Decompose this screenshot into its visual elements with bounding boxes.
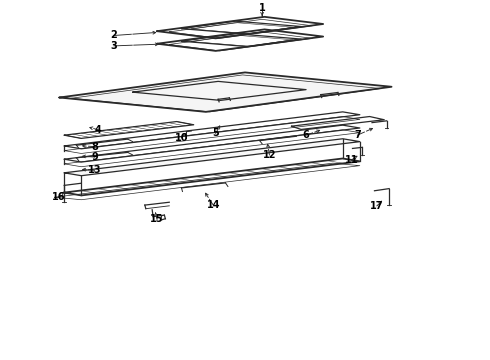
- Text: 3: 3: [111, 41, 118, 51]
- Text: 7: 7: [354, 130, 361, 140]
- Polygon shape: [64, 139, 360, 176]
- Text: 9: 9: [91, 152, 98, 162]
- Text: 2: 2: [111, 31, 118, 40]
- Text: 11: 11: [345, 155, 358, 165]
- Text: 4: 4: [95, 125, 102, 135]
- Text: 16: 16: [51, 192, 65, 202]
- Text: 1: 1: [259, 3, 266, 13]
- Text: 5: 5: [212, 129, 219, 138]
- Text: 12: 12: [263, 150, 276, 160]
- Text: 10: 10: [175, 133, 188, 143]
- Text: 8: 8: [91, 141, 98, 152]
- Polygon shape: [59, 72, 392, 112]
- Text: 6: 6: [303, 130, 310, 140]
- Text: 17: 17: [370, 201, 384, 211]
- Text: 13: 13: [88, 165, 101, 175]
- Text: 14: 14: [206, 200, 220, 210]
- Text: 15: 15: [150, 215, 164, 224]
